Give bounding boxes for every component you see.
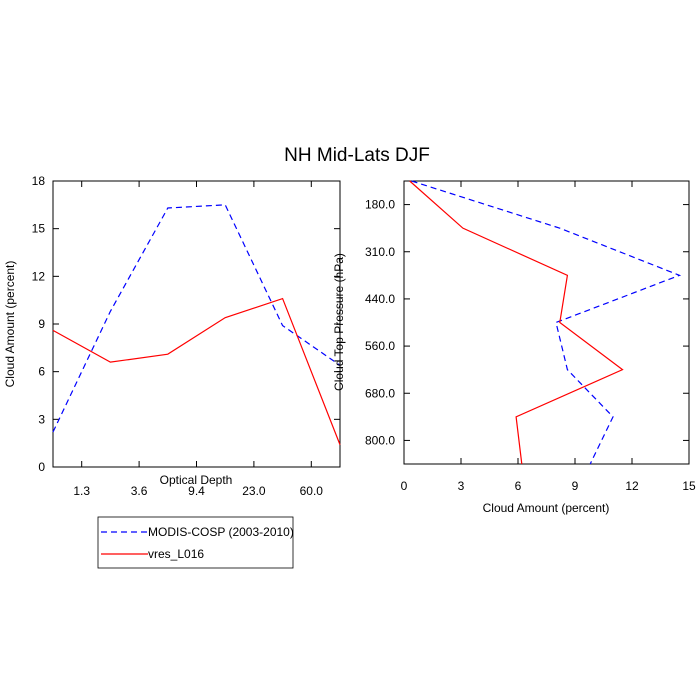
left-y-tick-label: 6 [38, 365, 45, 379]
left-y-tick-label: 9 [38, 317, 45, 331]
left-tick-group: 0 3 6 9 12 15 18 1.3 3.6 9.4 23.0 60.0 [32, 174, 340, 498]
right-x-axis-label: Cloud Amount (percent) [483, 501, 610, 515]
right-series-line-0 [411, 180, 682, 465]
left-x-tick-label: 9.4 [188, 484, 205, 498]
right-panel: 0 3 6 9 12 15 180.0 310.0 440.0 560.0 680.0 800.0 C… [332, 180, 696, 515]
left-y-tick-label: 15 [32, 222, 46, 236]
right-x-tick-label: 12 [625, 479, 639, 493]
left-panel: 0 3 6 9 12 15 18 1.3 3.6 9.4 23.0 60.0 Optical Dept… [3, 174, 341, 498]
right-x-tick-label: 0 [401, 479, 408, 493]
left-x-tick-label: 23.0 [242, 484, 266, 498]
right-y-tick-label: 180.0 [365, 198, 395, 212]
left-plot-frame [52, 180, 341, 468]
right-y-axis-label: Cloud Top Pressure (hPa) [332, 253, 346, 391]
right-y-tick-label: 800.0 [365, 433, 395, 447]
right-tick-group: 0 3 6 9 12 15 180.0 310.0 440.0 560.0 680.0 800.0 [365, 181, 696, 493]
left-y-tick-label: 0 [38, 460, 45, 474]
right-x-tick-label: 15 [682, 479, 696, 493]
legend-label-modis: MODIS-COSP (2003-2010) [148, 525, 294, 539]
left-series-group [52, 204, 341, 445]
right-y-tick-label: 680.0 [365, 386, 395, 400]
right-y-tick-label: 560.0 [365, 339, 395, 353]
left-x-axis-label: Optical Depth [160, 473, 233, 487]
left-series-line-0 [52, 204, 341, 433]
right-y-tick-label: 440.0 [365, 292, 395, 306]
right-x-tick-label: 9 [572, 479, 579, 493]
left-y-tick-label: 12 [32, 269, 46, 283]
right-x-tick-label: 6 [515, 479, 522, 493]
legend-box [97, 516, 294, 569]
left-y-tick-label: 18 [32, 174, 46, 188]
legend: MODIS-COSP (2003-2010) vres_L016 [97, 516, 294, 569]
left-y-axis-label: Cloud Amount (percent) [3, 261, 17, 388]
right-x-tick-label: 3 [458, 479, 465, 493]
left-y-tick-label: 3 [38, 412, 45, 426]
left-x-tick-label: 1.3 [73, 484, 90, 498]
left-x-tick-label: 3.6 [131, 484, 148, 498]
right-y-tick-label: 310.0 [365, 245, 395, 259]
chart-title: NH Mid-Lats DJF [284, 145, 430, 166]
left-x-tick-label: 60.0 [300, 484, 324, 498]
right-plot-frame [403, 180, 690, 465]
left-series-line-1 [52, 297, 341, 445]
right-series-line-1 [409, 180, 624, 465]
right-series-group [409, 180, 682, 465]
legend-label-vres: vres_L016 [148, 547, 204, 561]
